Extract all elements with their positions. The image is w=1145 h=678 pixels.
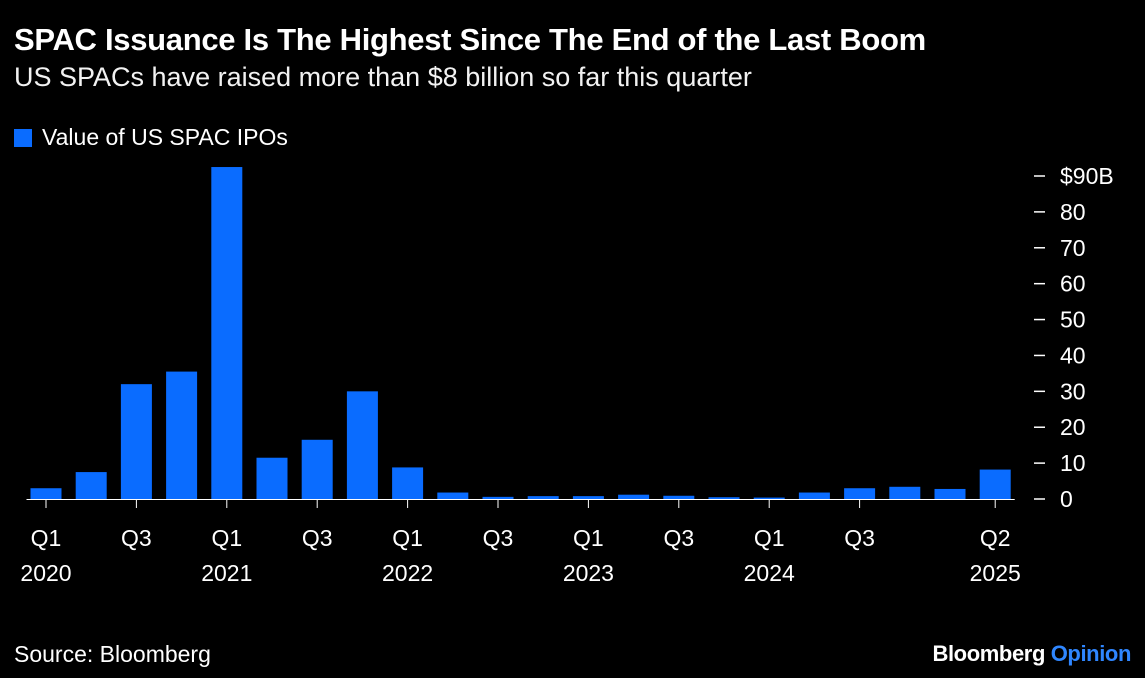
y-tick-label: $90B	[1060, 163, 1114, 189]
x-tick-label: Q3	[121, 525, 152, 551]
bar	[618, 494, 650, 499]
y-tick-label: 20	[1060, 414, 1086, 440]
x-tick-label: Q1	[31, 525, 62, 551]
x-tick-year-label: 2020	[20, 560, 71, 586]
x-tick-label: Q1	[392, 525, 423, 551]
x-tick-label: Q1	[211, 525, 242, 551]
legend-swatch	[14, 128, 32, 147]
bar	[30, 488, 62, 499]
bar	[572, 496, 604, 499]
bar	[482, 496, 514, 499]
brand-name: Bloomberg	[932, 641, 1045, 666]
bar	[979, 469, 1011, 499]
bar	[120, 384, 152, 499]
x-tick-year-label: 2024	[744, 560, 795, 586]
y-tick-label: 60	[1060, 271, 1086, 297]
brand-suffix: Opinion	[1050, 641, 1132, 666]
bar	[392, 467, 424, 499]
bar	[256, 457, 288, 499]
x-tick-label: Q3	[844, 525, 875, 551]
bar	[527, 496, 559, 499]
bar	[346, 391, 378, 499]
x-tick-label: Q3	[663, 525, 694, 551]
bar	[166, 371, 198, 499]
bar	[75, 472, 107, 499]
x-tick-label: Q3	[483, 525, 514, 551]
y-tick-label: 30	[1060, 378, 1086, 404]
bar	[934, 488, 966, 499]
bar	[663, 495, 695, 499]
bar	[753, 497, 785, 499]
chart-subtitle: US SPACs have raised more than $8 billio…	[14, 62, 752, 92]
y-tick-label: 10	[1060, 450, 1086, 476]
bar	[844, 488, 876, 499]
bar	[708, 497, 740, 499]
y-tick-label: 50	[1060, 307, 1086, 333]
x-tick-year-label: 2023	[563, 560, 614, 586]
bar	[211, 167, 243, 499]
bar	[301, 439, 333, 499]
x-tick-year-label: 2021	[201, 560, 252, 586]
x-tick-label: Q3	[302, 525, 333, 551]
legend: Value of US SPAC IPOs	[14, 124, 288, 151]
brand-logo: Bloomberg Opinion	[932, 641, 1131, 667]
y-tick-label: 40	[1060, 342, 1086, 368]
chart-title: SPAC Issuance Is The Highest Since The E…	[14, 22, 926, 57]
source-note: Source: Bloomberg	[14, 641, 211, 667]
x-tick-label: Q1	[754, 525, 785, 551]
y-tick-label: 0	[1060, 486, 1073, 512]
y-tick-label: 80	[1060, 199, 1086, 225]
x-tick-label: Q1	[573, 525, 604, 551]
y-tick-label: 70	[1060, 235, 1086, 261]
bar	[437, 492, 469, 499]
legend-label: Value of US SPAC IPOs	[42, 124, 288, 150]
bar	[798, 492, 830, 499]
x-tick-label: Q2	[980, 525, 1011, 551]
x-tick-year-label: 2022	[382, 560, 433, 586]
bar	[889, 486, 921, 499]
x-tick-year-label: 2025	[970, 560, 1021, 586]
